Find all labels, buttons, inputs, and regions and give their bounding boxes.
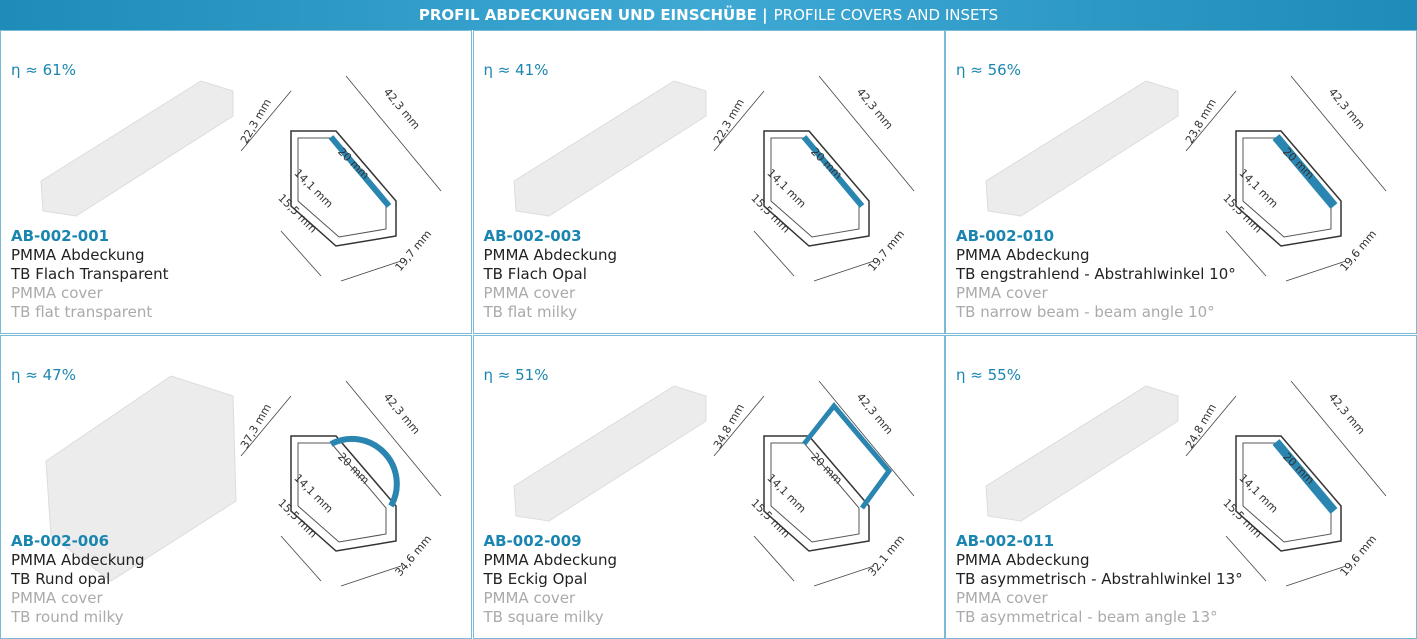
- description-de: TB Rund opal: [11, 570, 145, 589]
- description-de: PMMA Abdeckung: [956, 551, 1243, 570]
- dimension-label: 42,3 mm: [381, 86, 423, 132]
- header-title-bold: PROFIL ABDECKUNGEN UND EINSCHÜBE |: [419, 6, 768, 24]
- description-en: TB asymmetrical - beam angle 13°: [956, 608, 1243, 627]
- description-de: TB Eckig Opal: [484, 570, 618, 589]
- description-de: TB Flach Opal: [484, 265, 618, 284]
- product-image: [41, 81, 233, 216]
- dimension-label: 42,3 mm: [1326, 86, 1368, 132]
- dimension-label: 19,6 mm: [1337, 228, 1379, 274]
- description-en: PMMA cover: [11, 589, 145, 608]
- description-de: TB asymmetrisch - Abstrahlwinkel 13°: [956, 570, 1243, 589]
- product-cell: 34,8 mm42,3 mm20 mm14,1 mm15,5 mm32,1 mm…: [473, 335, 945, 639]
- dimension-label: 19,7 mm: [392, 228, 434, 274]
- efficiency: η ≈ 55%: [956, 366, 1021, 384]
- dimension-line: [341, 566, 401, 586]
- efficiency: η ≈ 41%: [484, 61, 549, 79]
- dimension-line: [1286, 261, 1346, 281]
- dimension-line: [814, 566, 874, 586]
- dimension-label: 42,3 mm: [853, 390, 895, 436]
- dimension-label: 37,3 mm: [238, 401, 274, 450]
- description-de: PMMA Abdeckung: [956, 246, 1236, 265]
- dimension-line: [281, 231, 321, 276]
- description-de: TB Flach Transparent: [11, 265, 169, 284]
- description-en: TB square milky: [484, 608, 618, 627]
- product-code: AB-002-001: [11, 227, 169, 246]
- product-code: AB-002-009: [484, 532, 618, 551]
- dimension-label: 19,7 mm: [865, 228, 907, 274]
- dimension-label: 42,3 mm: [853, 86, 895, 132]
- dimension-line: [814, 261, 874, 281]
- dimension-line: [341, 261, 401, 281]
- efficiency: η ≈ 51%: [484, 366, 549, 384]
- dimension-label: 22,3 mm: [710, 97, 746, 146]
- dimension-line: [1286, 566, 1346, 586]
- header: PROFIL ABDECKUNGEN UND EINSCHÜBE | PROFIL…: [0, 0, 1417, 30]
- dimension-label: 19,6 mm: [1337, 532, 1379, 578]
- page: PROFIL ABDECKUNGEN UND EINSCHÜBE | PROFIL…: [0, 0, 1417, 639]
- description-de: PMMA Abdeckung: [11, 246, 169, 265]
- description-en: TB round milky: [11, 608, 145, 627]
- dimension-label: 23,8 mm: [1183, 97, 1219, 146]
- dimension-line: [754, 231, 794, 276]
- efficiency: η ≈ 56%: [956, 61, 1021, 79]
- description-en: PMMA cover: [11, 284, 169, 303]
- product-text: AB-002-011PMMA AbdeckungTB asymmetrisch …: [956, 532, 1243, 627]
- dimension-line: [281, 536, 321, 581]
- product-code: AB-002-006: [11, 532, 145, 551]
- dimension-label: 24,8 mm: [1183, 401, 1219, 450]
- description-de: TB engstrahlend - Abstrahlwinkel 10°: [956, 265, 1236, 284]
- dimension-label: 32,1 mm: [865, 532, 907, 578]
- description-de: PMMA Abdeckung: [484, 246, 618, 265]
- description-en: PMMA cover: [956, 284, 1236, 303]
- product-code: AB-002-003: [484, 227, 618, 246]
- description-en: TB narrow beam - beam angle 10°: [956, 303, 1236, 322]
- dimension-line: [754, 536, 794, 581]
- description-en: PMMA cover: [484, 589, 618, 608]
- product-image: [514, 81, 706, 216]
- header-title: PROFILE COVERS AND INSETS: [774, 6, 999, 24]
- efficiency: η ≈ 47%: [11, 366, 76, 384]
- product-code: AB-002-011: [956, 532, 1243, 551]
- product-image: [514, 386, 706, 521]
- product-image: [986, 386, 1178, 521]
- description-en: TB flat milky: [484, 303, 618, 322]
- description-en: PMMA cover: [956, 589, 1243, 608]
- dimension-label: 42,3 mm: [381, 390, 423, 436]
- description-en: TB flat transparent: [11, 303, 169, 322]
- description-de: PMMA Abdeckung: [11, 551, 145, 570]
- dimension-label: 22,3 mm: [238, 97, 274, 146]
- description-en: PMMA cover: [484, 284, 618, 303]
- dimension-label: 42,3 mm: [1326, 390, 1368, 436]
- efficiency: η ≈ 61%: [11, 61, 76, 79]
- dimension-label: 34,6 mm: [392, 532, 434, 578]
- description-de: PMMA Abdeckung: [484, 551, 618, 570]
- dimension-label: 34,8 mm: [710, 401, 746, 450]
- product-image: [986, 81, 1178, 216]
- product-code: AB-002-010: [956, 227, 1236, 246]
